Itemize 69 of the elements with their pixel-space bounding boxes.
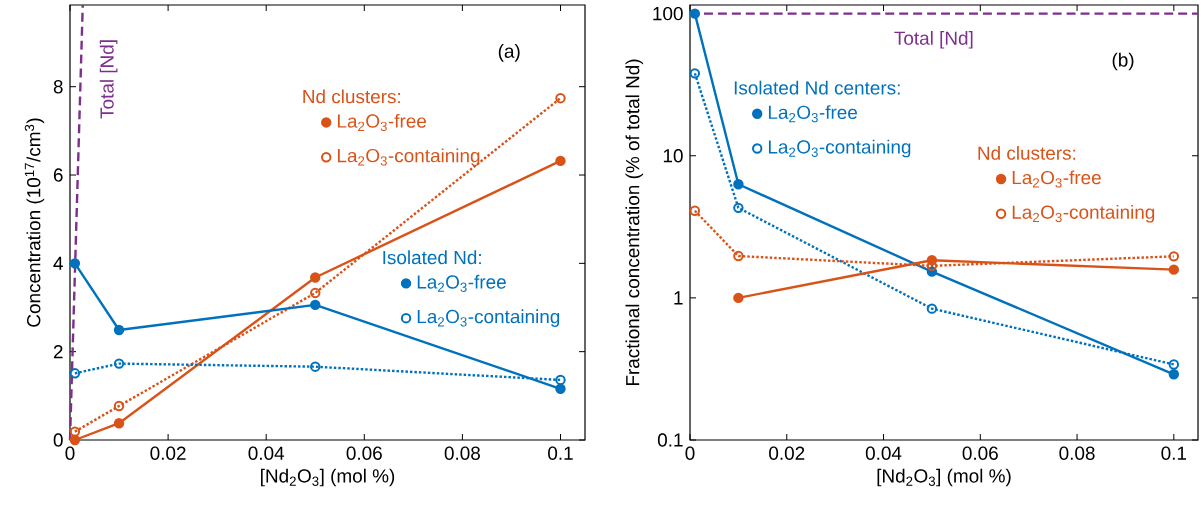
x-tick-label: 0 [685,446,695,460]
annotation: Nd clusters: [978,145,1076,160]
point [310,287,321,299]
y-tick-label: 100 [653,6,683,21]
point [113,358,125,369]
x-tick-label: 0.08 [444,446,480,460]
point [733,202,744,214]
point [689,8,701,19]
text: Total [Nd] [99,40,118,119]
point [1168,359,1180,370]
x-tick-label: 0.1 [1161,446,1187,460]
x-tick-label: 0.04 [865,446,902,460]
y-tick-label: 6 [53,168,63,182]
point [1168,264,1180,275]
x-tick-label: 0 [65,446,75,460]
ref-line-label: Total [Nd] [894,30,973,49]
x-tick-label: 0.02 [150,446,186,460]
legend-label: La$_{2}$O$_{3}$-containing [768,139,911,158]
point [310,361,321,372]
point [555,92,566,104]
point [69,258,81,269]
legend-label: La$_{2}$O$_{3}$-free [337,113,427,132]
x-tick-label: 0.08 [1059,446,1095,460]
point [113,418,125,429]
annotation: (b) [1112,52,1134,71]
point [555,374,566,386]
x-axis-title: [Nd$_{2}$O$_{3}$] (mol %) [261,468,395,487]
point [69,368,81,379]
annotation: Isolated Nd centers: [734,80,900,95]
x-tick-label: 0.02 [769,446,805,460]
legend-label: La$_{2}$O$_{3}$-free [768,105,857,123]
point [733,292,744,304]
point [310,272,321,283]
y-tick-label: 10 [663,149,683,163]
y-axis-title: Fractional concentration (% of total Nd) [625,59,644,386]
y-tick-label: 4 [53,256,63,270]
annotation: (a) [498,44,520,62]
point [1168,369,1180,380]
y-axis-title: Concentration (10$^{17}$/cm$^{3}$) [24,118,45,327]
x-tick-label: 0.1 [548,446,573,460]
point [555,155,566,167]
x-tick-label: 0.04 [248,446,285,460]
legend-label: La$_{2}$O$_{3}$-containing [417,309,560,328]
y-tick-label: 1 [674,291,683,305]
legend-label: La$_{2}$O$_{3}$-containing [1012,204,1155,223]
point [555,383,566,394]
point [69,426,81,437]
point [733,250,744,262]
point [113,324,125,336]
point [1168,251,1180,262]
y-tick-label: 8 [53,79,63,94]
legend-label: La$_{2}$O$_{3}$-free [417,274,506,292]
annotation: Isolated Nd: [383,250,481,265]
y-tick-label: 0.1 [657,433,683,447]
x-tick-label: 0.06 [346,446,382,460]
y-tick-label: 0 [53,433,63,447]
legend-label: La$_{2}$O$_{3}$-free [1012,170,1101,188]
point [733,179,744,190]
y-tick-label: 2 [53,345,63,359]
annotation: Nd clusters: [303,89,401,104]
point [113,400,125,412]
point [926,303,938,314]
point [689,205,701,216]
point [689,68,701,79]
point [310,299,321,311]
x-axis-title: [Nd$_{2}$O$_{3}$] (mol %) [877,468,1011,487]
x-tick-label: 0.06 [962,446,998,460]
point [69,434,81,446]
legend-label: La$_{2}$O$_{3}$-containing [337,148,480,167]
